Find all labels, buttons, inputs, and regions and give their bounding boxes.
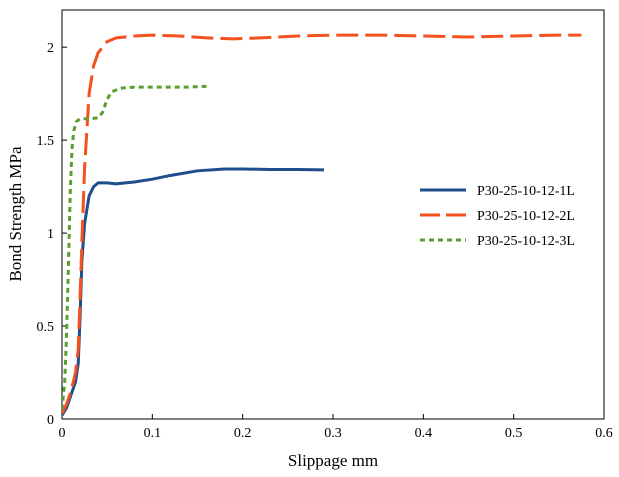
x-axis-label: Slippage mm (288, 451, 378, 470)
x-tick-label: 0.6 (595, 426, 613, 441)
y-tick-label: 1 (47, 227, 54, 242)
legend-label-1: P30-25-10-12-1L (477, 184, 575, 199)
series-line-2 (62, 33, 582, 415)
legend-label-2: P30-25-10-12-2L (477, 209, 575, 224)
y-tick-label: 1.5 (37, 134, 55, 149)
x-tick-label: 0.1 (144, 426, 162, 441)
x-tick-label: 0.2 (234, 426, 252, 441)
y-axis-label: Bond Strength MPa (6, 146, 25, 282)
y-tick-label: 0 (47, 413, 54, 428)
x-axis: 0 0.1 0.2 0.3 0.4 0.5 0.6 (59, 414, 613, 441)
x-tick-label: 0.3 (324, 426, 342, 441)
y-tick-label: 2 (47, 41, 54, 56)
series-layer (62, 33, 582, 417)
series-line-3 (62, 84, 207, 410)
legend: P30-25-10-12-1L P30-25-10-12-2L P30-25-10-… (420, 184, 575, 249)
series-line-1 (62, 167, 324, 417)
y-axis: 0 0.5 1 1.5 2 (37, 41, 67, 428)
y-tick-label: 0.5 (37, 320, 55, 335)
x-tick-label: 0.5 (505, 426, 523, 441)
x-tick-label: 0 (59, 426, 66, 441)
legend-label-3: P30-25-10-12-3L (477, 234, 575, 249)
x-tick-label: 0.4 (415, 426, 433, 441)
